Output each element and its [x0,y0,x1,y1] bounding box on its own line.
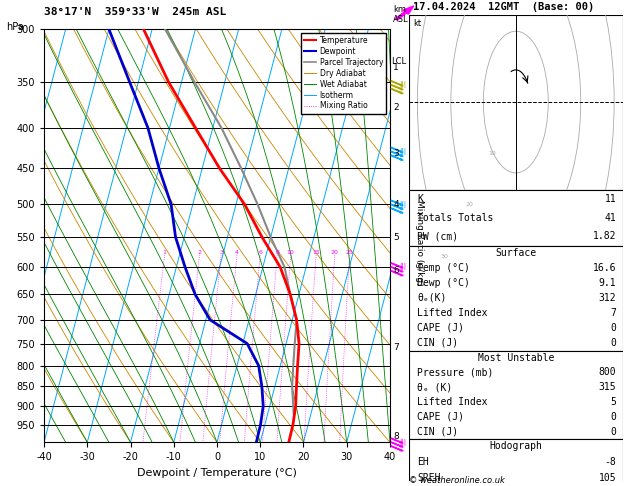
Text: 2: 2 [198,250,201,255]
Text: 20: 20 [465,202,473,207]
Text: kt: kt [413,19,421,28]
Text: 41: 41 [604,212,616,223]
Text: 105: 105 [599,473,616,483]
Text: km
ASL: km ASL [393,5,409,24]
Text: Dewp (°C): Dewp (°C) [418,278,470,288]
Text: 7: 7 [393,344,399,352]
Text: 9.1: 9.1 [599,278,616,288]
Text: SREH: SREH [418,473,441,483]
Text: K: K [418,194,423,204]
Text: Hodograph: Hodograph [489,441,542,451]
Bar [409,245,623,350]
Text: EH: EH [418,456,429,467]
Text: 3: 3 [219,250,223,255]
Legend: Temperature, Dewpoint, Parcel Trajectory, Dry Adiabat, Wet Adiabat, Isotherm, Mi: Temperature, Dewpoint, Parcel Trajectory… [301,33,386,114]
Text: 8: 8 [276,250,279,255]
Text: |||: ||| [399,201,406,208]
Text: 1: 1 [163,250,167,255]
Text: hPa: hPa [6,22,24,32]
Text: Mixing Ratio (g/kg): Mixing Ratio (g/kg) [415,200,424,286]
Text: 2: 2 [393,104,399,112]
Text: Surface: Surface [495,248,537,258]
Text: CAPE (J): CAPE (J) [418,323,464,333]
Text: 16.6: 16.6 [593,263,616,273]
Text: CIN (J): CIN (J) [418,338,459,348]
Text: Pressure (mb): Pressure (mb) [418,367,494,377]
Text: 25: 25 [345,250,353,255]
Text: 7: 7 [610,308,616,318]
Text: 312: 312 [599,293,616,303]
Text: 5: 5 [610,397,616,407]
Text: CAPE (J): CAPE (J) [418,412,464,422]
Text: |||: ||| [399,263,406,271]
Bar [409,15,623,190]
X-axis label: Dewpoint / Temperature (°C): Dewpoint / Temperature (°C) [137,468,297,478]
Text: 0: 0 [610,427,616,437]
Text: -8: -8 [604,456,616,467]
Text: 5: 5 [393,233,399,242]
Text: PW (cm): PW (cm) [418,231,459,241]
Text: © weatheronline.co.uk: © weatheronline.co.uk [409,476,504,485]
Text: 20: 20 [331,250,338,255]
Text: 10: 10 [287,250,294,255]
Text: |||: ||| [399,82,406,88]
Bar [409,350,623,439]
Text: LCL: LCL [391,57,406,66]
Text: 6: 6 [258,250,262,255]
Text: 8: 8 [393,432,399,441]
Text: Temp (°C): Temp (°C) [418,263,470,273]
Text: 0: 0 [610,412,616,422]
Text: Totals Totals: Totals Totals [418,212,494,223]
Text: Lifted Index: Lifted Index [418,308,488,318]
Text: 1: 1 [393,63,399,72]
Text: 3: 3 [393,150,399,158]
Text: 4: 4 [235,250,239,255]
Text: 1.82: 1.82 [593,231,616,241]
Text: θₑ (K): θₑ (K) [418,382,453,392]
Text: 0: 0 [610,338,616,348]
Text: 30: 30 [441,254,449,259]
Text: 800: 800 [599,367,616,377]
Text: 11: 11 [604,194,616,204]
Text: 38°17'N  359°33'W  245m ASL: 38°17'N 359°33'W 245m ASL [44,7,226,17]
Text: 17.04.2024  12GMT  (Base: 00): 17.04.2024 12GMT (Base: 00) [413,2,594,12]
Text: |||: ||| [399,148,406,155]
Text: 0: 0 [610,323,616,333]
Text: Most Unstable: Most Unstable [477,353,554,363]
Text: 315: 315 [599,382,616,392]
Text: 6: 6 [393,266,399,275]
Text: Lifted Index: Lifted Index [418,397,488,407]
Text: 10: 10 [489,151,496,156]
Bar [409,439,623,486]
Text: 15: 15 [312,250,320,255]
Text: θₑ(K): θₑ(K) [418,293,447,303]
Text: CIN (J): CIN (J) [418,427,459,437]
Text: |||: ||| [399,439,406,446]
Bar [409,190,623,245]
Text: 4: 4 [393,200,399,209]
